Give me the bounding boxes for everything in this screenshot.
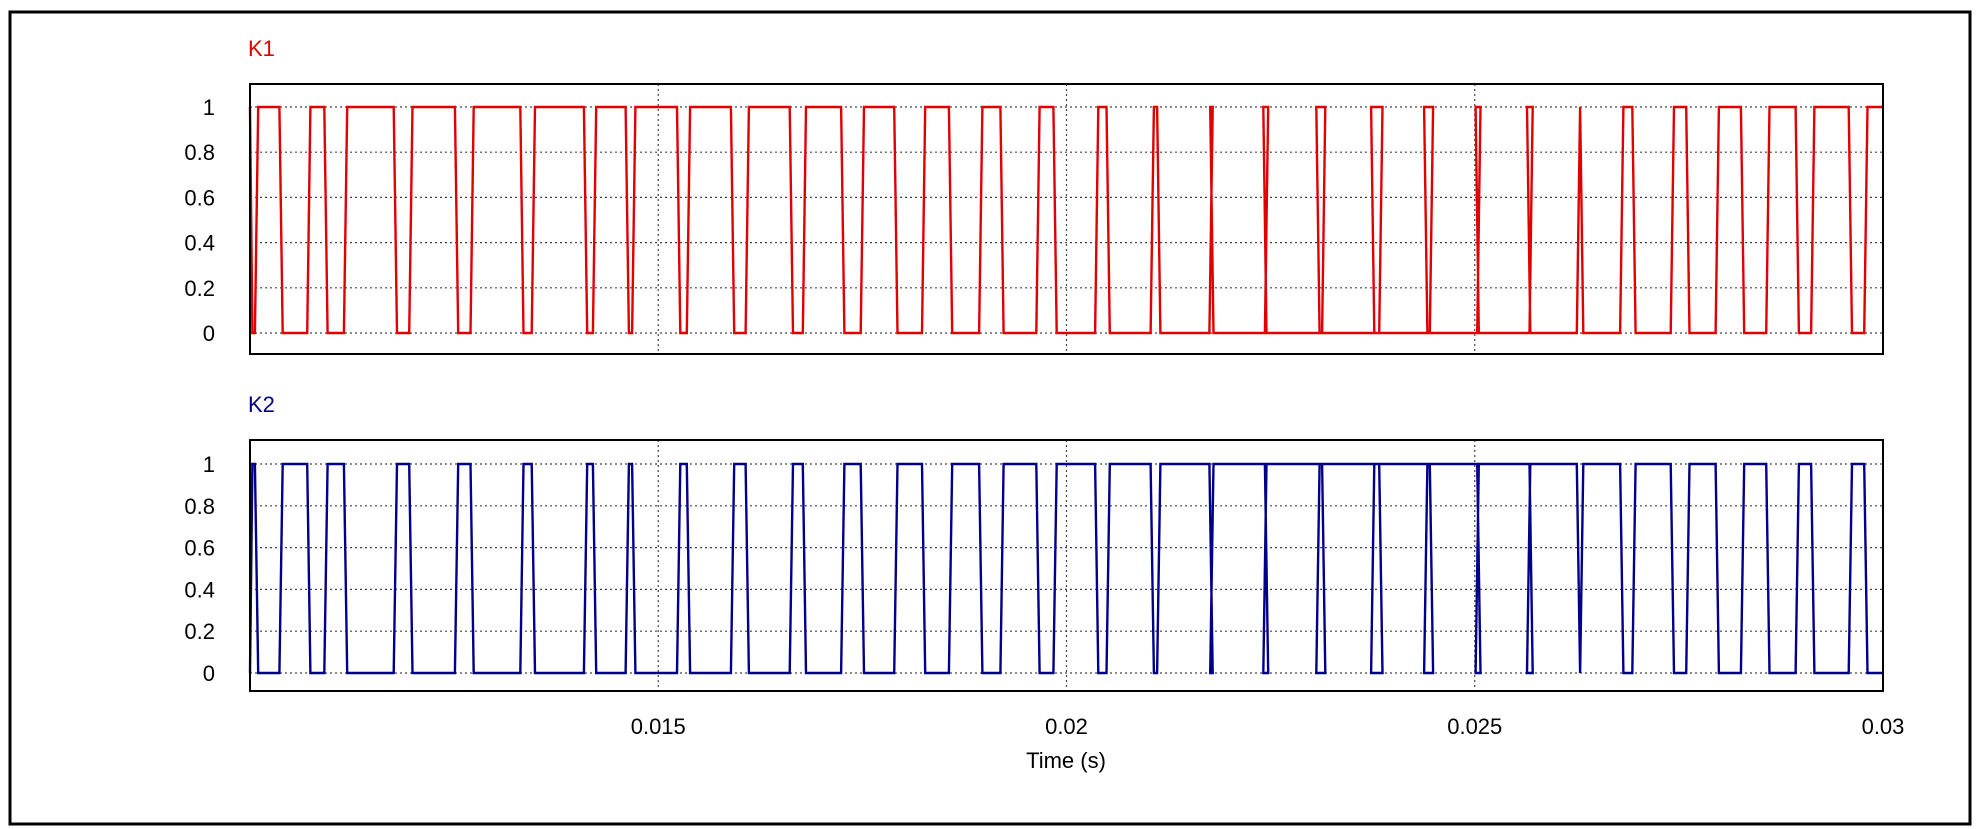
k2-y-ticks: 0 0.2 0.4 0.6 0.8 1 (184, 452, 215, 686)
y-tick-label: 0.6 (184, 536, 215, 561)
y-tick-label: 0 (203, 321, 215, 346)
k1-plot-frame (249, 83, 1884, 355)
k1-series-line (248, 105, 1883, 335)
y-tick-label: 0.2 (184, 619, 215, 644)
y-tick-label: 1 (203, 95, 215, 120)
k1-panel: K1 0 0.2 0.4 0.6 0.8 1 (184, 36, 1884, 355)
y-tick-label: 0.8 (184, 140, 215, 165)
k1-y-ticks: 0 0.2 0.4 0.6 0.8 1 (184, 95, 215, 346)
k1-trace (248, 105, 1883, 335)
k2-plot-frame (249, 439, 1884, 692)
x-tick-label: 0.03 (1862, 714, 1905, 739)
y-tick-label: 0.2 (184, 276, 215, 301)
k2-trace (248, 462, 1883, 675)
k1-title: K1 (248, 36, 275, 61)
k2-title: K2 (248, 392, 275, 417)
y-tick-label: 0.8 (184, 494, 215, 519)
y-tick-label: 0.4 (184, 231, 215, 256)
y-tick-label: 0.4 (184, 577, 215, 602)
y-tick-label: 0.6 (184, 185, 215, 210)
x-axis-label: Time (s) (1026, 748, 1106, 773)
x-tick-label: 0.025 (1447, 714, 1502, 739)
x-tick-label: 0.02 (1045, 714, 1088, 739)
k2-panel: K2 0 0.2 0.4 0.6 0.8 1 (184, 392, 1884, 692)
x-tick-label: 0.015 (631, 714, 686, 739)
k2-series-line (248, 462, 1883, 675)
x-axis-ticks: 0.015 0.02 0.025 0.03 (631, 714, 1905, 739)
figure-border (8, 10, 1972, 826)
y-tick-label: 1 (203, 452, 215, 477)
y-tick-label: 0 (203, 661, 215, 686)
